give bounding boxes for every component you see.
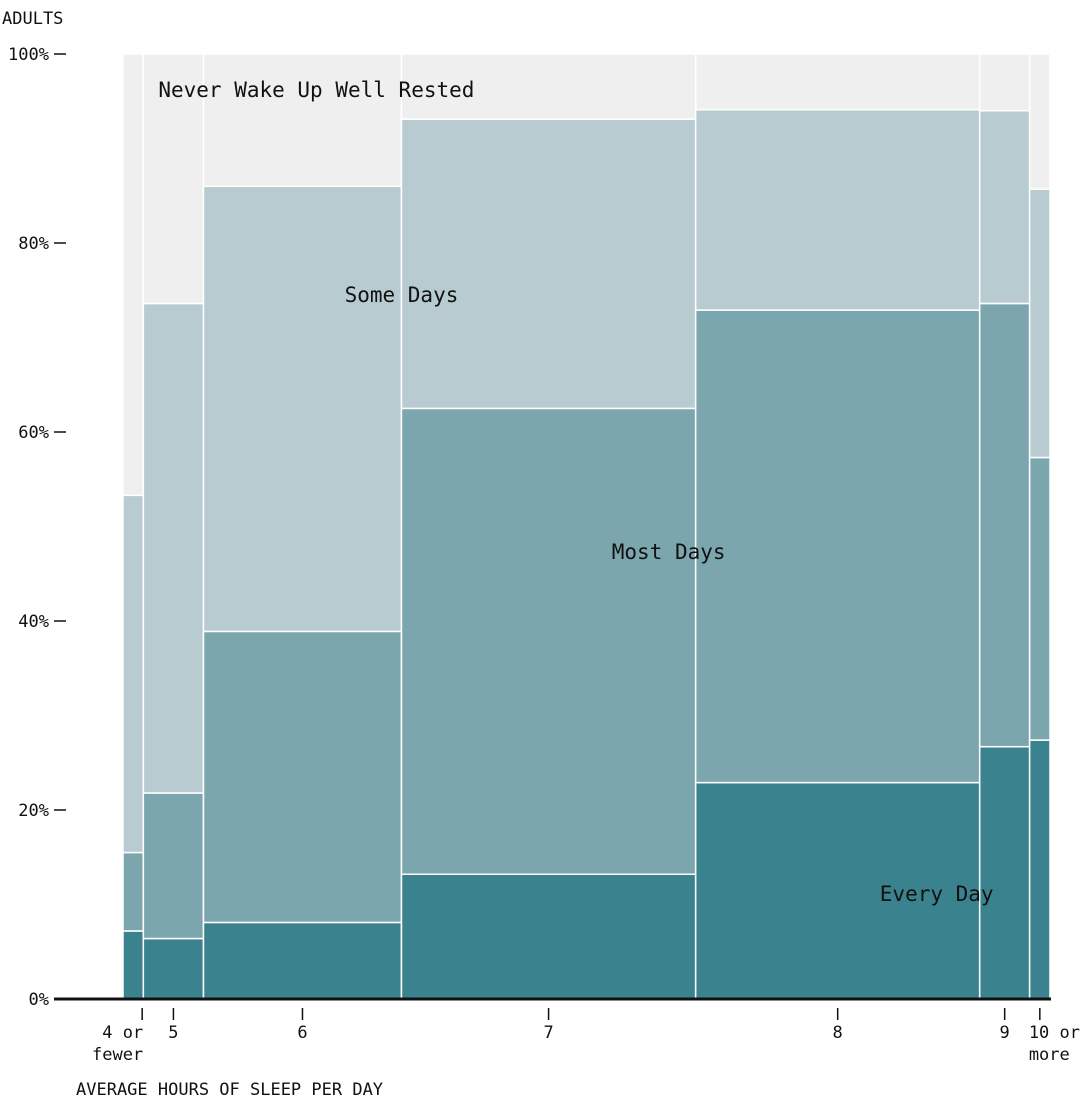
- x-axis: 4 or fewer 5 6 7 8 9 10 or more: [54, 997, 1080, 1065]
- region-label-every-day: Every Day: [880, 882, 994, 906]
- cell-10-or-more-every-day: [1028, 739, 1051, 1000]
- cell-6-some-days: [202, 185, 403, 633]
- cell-4-or-fewer-every-day: [122, 930, 145, 1000]
- y-tick-label-40: 40%: [18, 612, 49, 632]
- cell-4-or-fewer-never-wake-up-well-rested: [122, 53, 145, 497]
- y-tick-label-100: 100%: [8, 45, 49, 65]
- x-tick-label-line: 10 or: [1029, 1023, 1080, 1043]
- cell-7-never-wake-up-well-rested: [400, 53, 697, 120]
- cell-9-some-days: [978, 109, 1031, 305]
- cell-7-some-days: [400, 118, 697, 410]
- region-label-most-days: Most Days: [612, 540, 726, 564]
- x-tick-label-7: 7: [543, 1023, 553, 1043]
- cell-9-every-day: [978, 745, 1031, 1000]
- cell-6-most-days: [202, 630, 403, 924]
- region-labels: Never Wake Up Well Rested Some Days Most D…: [158, 78, 993, 906]
- cell-7-every-day: [400, 873, 697, 1000]
- cell-4-or-fewer-some-days: [122, 494, 145, 854]
- x-tick-label-5: 5: [168, 1023, 178, 1043]
- cell-9-never-wake-up-well-rested: [978, 53, 1031, 112]
- cell-8-most-days: [694, 309, 981, 784]
- y-tick-label-80: 80%: [18, 234, 49, 254]
- cell-10-or-more-never-wake-up-well-rested: [1028, 53, 1051, 190]
- x-tick-label-line: 5: [168, 1023, 178, 1043]
- x-tick-label-line: 6: [297, 1023, 307, 1043]
- cell-5-every-day: [142, 937, 205, 1000]
- cell-6-every-day: [202, 921, 403, 1000]
- x-tick-label-line: 7: [543, 1023, 553, 1043]
- x-axis-title: AVERAGE HOURS OF SLEEP PER DAY: [76, 1080, 383, 1100]
- cell-10-or-more-most-days: [1028, 456, 1051, 741]
- x-tick-label-4-or-fewer: 4 or fewer: [92, 1023, 143, 1065]
- cell-9-most-days: [978, 302, 1031, 748]
- x-tick-label-line: 4 or: [102, 1023, 143, 1043]
- chart-cells: [122, 53, 1051, 1000]
- y-axis: 0% 20% 40% 60% 80% 100%: [8, 45, 66, 1010]
- x-tick-label-10-or-more: 10 or more: [1029, 1023, 1080, 1065]
- region-label-some-days: Some Days: [345, 283, 459, 307]
- cell-7-most-days: [400, 407, 697, 876]
- y-axis-title: ADULTS: [2, 9, 63, 29]
- cell-6-never-wake-up-well-rested: [202, 53, 403, 188]
- y-tick-label-20: 20%: [18, 801, 49, 821]
- x-tick-label-line: 8: [833, 1023, 843, 1043]
- x-tick-label-line: more: [1029, 1045, 1070, 1065]
- x-tick-label-6: 6: [297, 1023, 307, 1043]
- cell-8-never-wake-up-well-rested: [694, 53, 981, 111]
- cell-10-or-more-some-days: [1028, 188, 1051, 459]
- region-label-never-wake-up-well-rested: Never Wake Up Well Rested: [158, 78, 474, 102]
- x-tick-label-line: 9: [1000, 1023, 1010, 1043]
- cell-5-never-wake-up-well-rested: [142, 53, 205, 305]
- x-tick-label-8: 8: [833, 1023, 843, 1043]
- x-tick-label-line: fewer: [92, 1045, 143, 1065]
- cell-5-some-days: [142, 302, 205, 794]
- x-tick-label-9: 9: [1000, 1023, 1010, 1043]
- cell-4-or-fewer-most-days: [122, 851, 145, 932]
- cell-8-some-days: [694, 109, 981, 311]
- y-tick-label-60: 60%: [18, 423, 49, 443]
- cell-5-most-days: [142, 792, 205, 940]
- y-tick-label-0: 0%: [29, 990, 49, 1010]
